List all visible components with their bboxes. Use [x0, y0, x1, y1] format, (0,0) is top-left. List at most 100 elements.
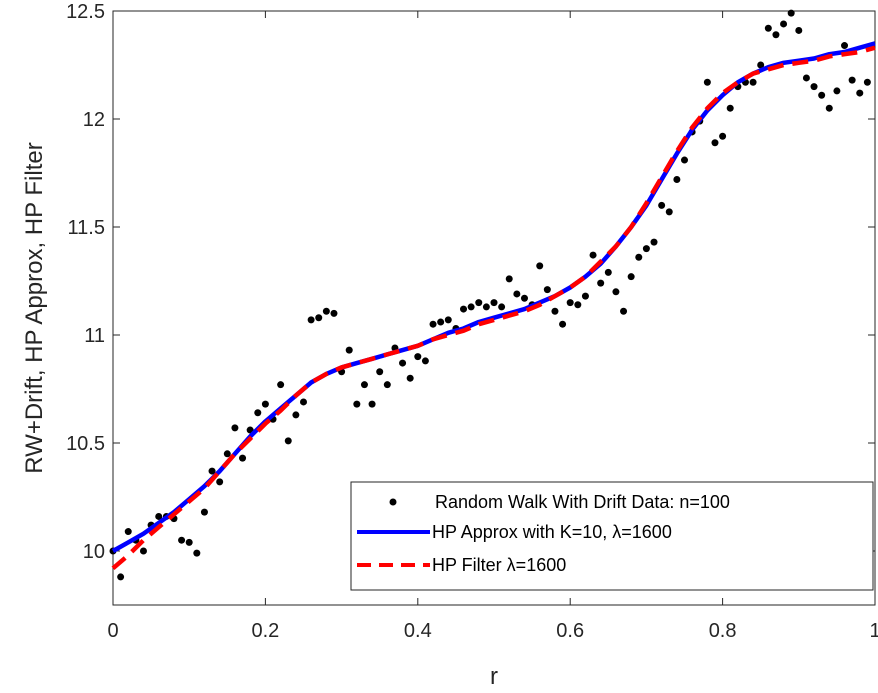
- data-point: [711, 139, 719, 147]
- data-point: [254, 409, 262, 417]
- data-point: [681, 156, 688, 164]
- data-point: [559, 320, 567, 328]
- y-tick-label: 11.5: [68, 217, 105, 239]
- data-point: [498, 303, 506, 311]
- data-point: [178, 536, 186, 544]
- data-point: [200, 508, 208, 516]
- x-tick-label: 0: [107, 620, 118, 642]
- data-point: [208, 467, 216, 475]
- y-tick-label: 10.5: [66, 433, 105, 455]
- data-point: [193, 549, 201, 557]
- legend-label-hp-approx: HP Approx with K=10, λ=1600: [432, 522, 672, 542]
- data-point: [437, 318, 445, 326]
- data-point: [475, 299, 483, 307]
- data-point: [505, 275, 513, 283]
- data-point: [513, 290, 521, 298]
- data-point: [833, 87, 841, 95]
- data-point: [307, 316, 315, 324]
- data-point: [360, 381, 368, 389]
- data-point: [543, 286, 551, 294]
- y-tick-label: 10: [83, 541, 105, 563]
- data-point: [719, 132, 727, 140]
- data-point: [810, 83, 818, 91]
- data-point: [315, 314, 323, 322]
- data-point: [368, 400, 376, 408]
- data-point: [536, 262, 544, 270]
- y-axis-ticks: 10 10.5 11 11.5 12 12.5: [66, 1, 875, 563]
- data-point: [825, 104, 833, 112]
- series-layer: [109, 9, 876, 581]
- data-point: [574, 301, 582, 309]
- x-tick-label: 0.4: [404, 620, 432, 642]
- data-point: [620, 307, 628, 315]
- data-point: [406, 374, 414, 382]
- x-tick-label: 0.2: [251, 620, 279, 642]
- data-point: [589, 251, 597, 259]
- data-point: [757, 61, 765, 69]
- data-point: [231, 424, 239, 432]
- data-point: [650, 238, 658, 246]
- y-tick-label: 12.5: [66, 1, 105, 23]
- data-point: [429, 320, 437, 328]
- legend-label-hp-filter: HP Filter λ=1600: [432, 555, 566, 575]
- data-point: [155, 512, 163, 520]
- data-point: [292, 411, 300, 419]
- data-point: [658, 201, 666, 209]
- x-tick-label: 0.6: [556, 620, 584, 642]
- data-point: [467, 303, 475, 311]
- data-point: [703, 78, 711, 86]
- data-point: [597, 279, 605, 287]
- data-point: [604, 268, 612, 276]
- data-point: [551, 307, 559, 315]
- data-point: [139, 547, 147, 555]
- data-point: [841, 42, 849, 50]
- data-point: [300, 398, 307, 406]
- data-point: [787, 9, 795, 17]
- data-point: [376, 368, 384, 376]
- data-point: [383, 381, 391, 389]
- data-point: [322, 307, 330, 315]
- data-point: [848, 76, 856, 84]
- data-point: [460, 305, 468, 313]
- data-point: [612, 288, 620, 296]
- data-point: [642, 245, 650, 253]
- data-point: [635, 253, 643, 261]
- data-point: [772, 31, 780, 39]
- data-point: [124, 528, 132, 536]
- data-point: [216, 478, 224, 486]
- legend-box: [350, 481, 874, 591]
- series-line-hp-filter: [111, 45, 876, 571]
- data-point: [185, 538, 193, 546]
- data-point: [581, 292, 589, 300]
- data-point: [284, 437, 292, 445]
- legend-label-data-points: Random Walk With Drift Data: n=100: [435, 492, 730, 512]
- data-point: [261, 400, 269, 408]
- data-point: [566, 299, 574, 307]
- data-point: [330, 309, 338, 317]
- data-point: [780, 20, 788, 28]
- data-point: [444, 316, 452, 324]
- x-tick-label: 0.8: [709, 620, 737, 642]
- data-point: [818, 91, 826, 99]
- data-point: [673, 175, 681, 183]
- data-point: [117, 573, 125, 581]
- data-point: [749, 78, 757, 86]
- data-point: [726, 104, 734, 112]
- data-point: [627, 273, 635, 281]
- data-point: [490, 299, 498, 307]
- legend-marker-data-points: [389, 498, 397, 506]
- x-axis-label: r: [490, 663, 498, 690]
- data-point: [345, 346, 353, 354]
- data-point: [856, 89, 864, 97]
- data-point: [482, 303, 490, 311]
- data-point: [863, 78, 871, 86]
- data-point: [764, 24, 772, 32]
- data-point: [277, 381, 285, 389]
- x-tick-label: 1: [869, 620, 878, 642]
- y-tick-label: 12: [83, 109, 105, 131]
- data-point: [802, 74, 810, 82]
- x-axis-ticks: 0 0.2 0.4 0.6 0.8 1: [107, 11, 878, 642]
- data-point: [795, 26, 803, 34]
- data-point: [520, 294, 528, 302]
